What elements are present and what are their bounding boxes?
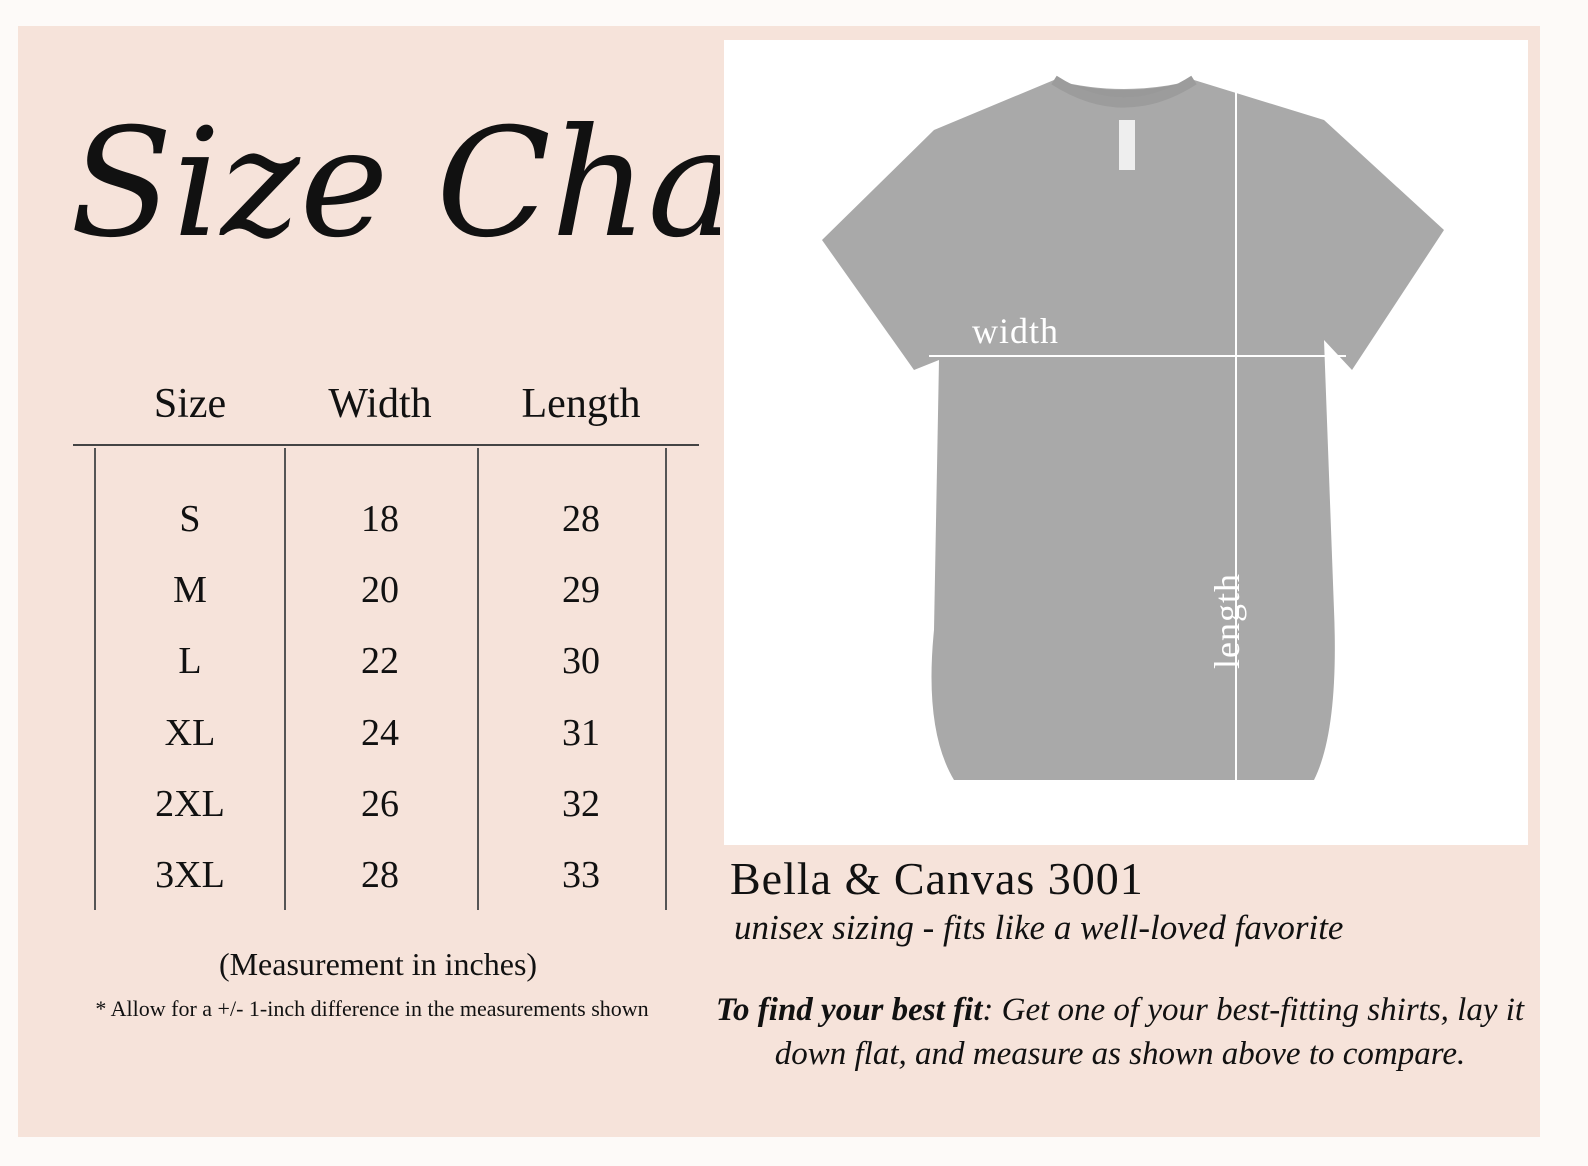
cell-size: M xyxy=(173,569,207,612)
cell-size: 3XL xyxy=(155,854,225,896)
fit-text: : Get one of your best-fitting shirts, l… xyxy=(774,992,1525,1072)
table-border xyxy=(477,448,479,910)
header-size: Size xyxy=(153,381,227,427)
cell-length: 28 xyxy=(562,498,600,540)
cell-width: 24 xyxy=(361,711,399,754)
tolerance-note: * Allow for a +/- 1-inch difference in t… xyxy=(95,996,649,1021)
tshirt-icon xyxy=(822,75,1444,780)
cell-width: 22 xyxy=(361,640,399,683)
cell-size: S xyxy=(179,498,201,540)
header-width: Width xyxy=(328,381,432,427)
length-label: length xyxy=(1206,573,1247,669)
fit-instructions: To find your best fit: Get one of your b… xyxy=(715,988,1525,1076)
cell-size: L xyxy=(178,640,202,683)
cell-length: 31 xyxy=(562,711,600,754)
cell-length: 32 xyxy=(562,782,600,825)
measurement-unit-note: (Measurement in inches) xyxy=(218,946,538,982)
cell-length: 30 xyxy=(562,640,600,683)
fit-lead: To find your best fit xyxy=(715,992,983,1028)
cell-size: XL xyxy=(164,711,216,754)
product-name: Bella & Canvas 3001 xyxy=(730,853,1144,904)
width-label: width xyxy=(972,311,1060,351)
tshirt-photo: width length xyxy=(724,40,1528,845)
cell-width: 28 xyxy=(361,854,399,896)
cell-width: 20 xyxy=(361,569,399,612)
table-border xyxy=(665,448,667,910)
header-length: Length xyxy=(521,381,641,427)
size-chart-title: Size Chart xyxy=(70,97,720,271)
cell-width: 18 xyxy=(361,498,399,540)
table-border xyxy=(284,448,286,910)
table-border xyxy=(94,448,96,910)
cell-width: 26 xyxy=(361,782,399,825)
cell-length: 33 xyxy=(562,854,600,896)
table-divider xyxy=(73,444,699,446)
cell-size: 2XL xyxy=(155,782,225,825)
cell-length: 29 xyxy=(562,569,600,612)
title-text: Size Chart xyxy=(70,97,720,271)
product-subtitle: unisex sizing - fits like a well-loved f… xyxy=(734,908,1344,947)
